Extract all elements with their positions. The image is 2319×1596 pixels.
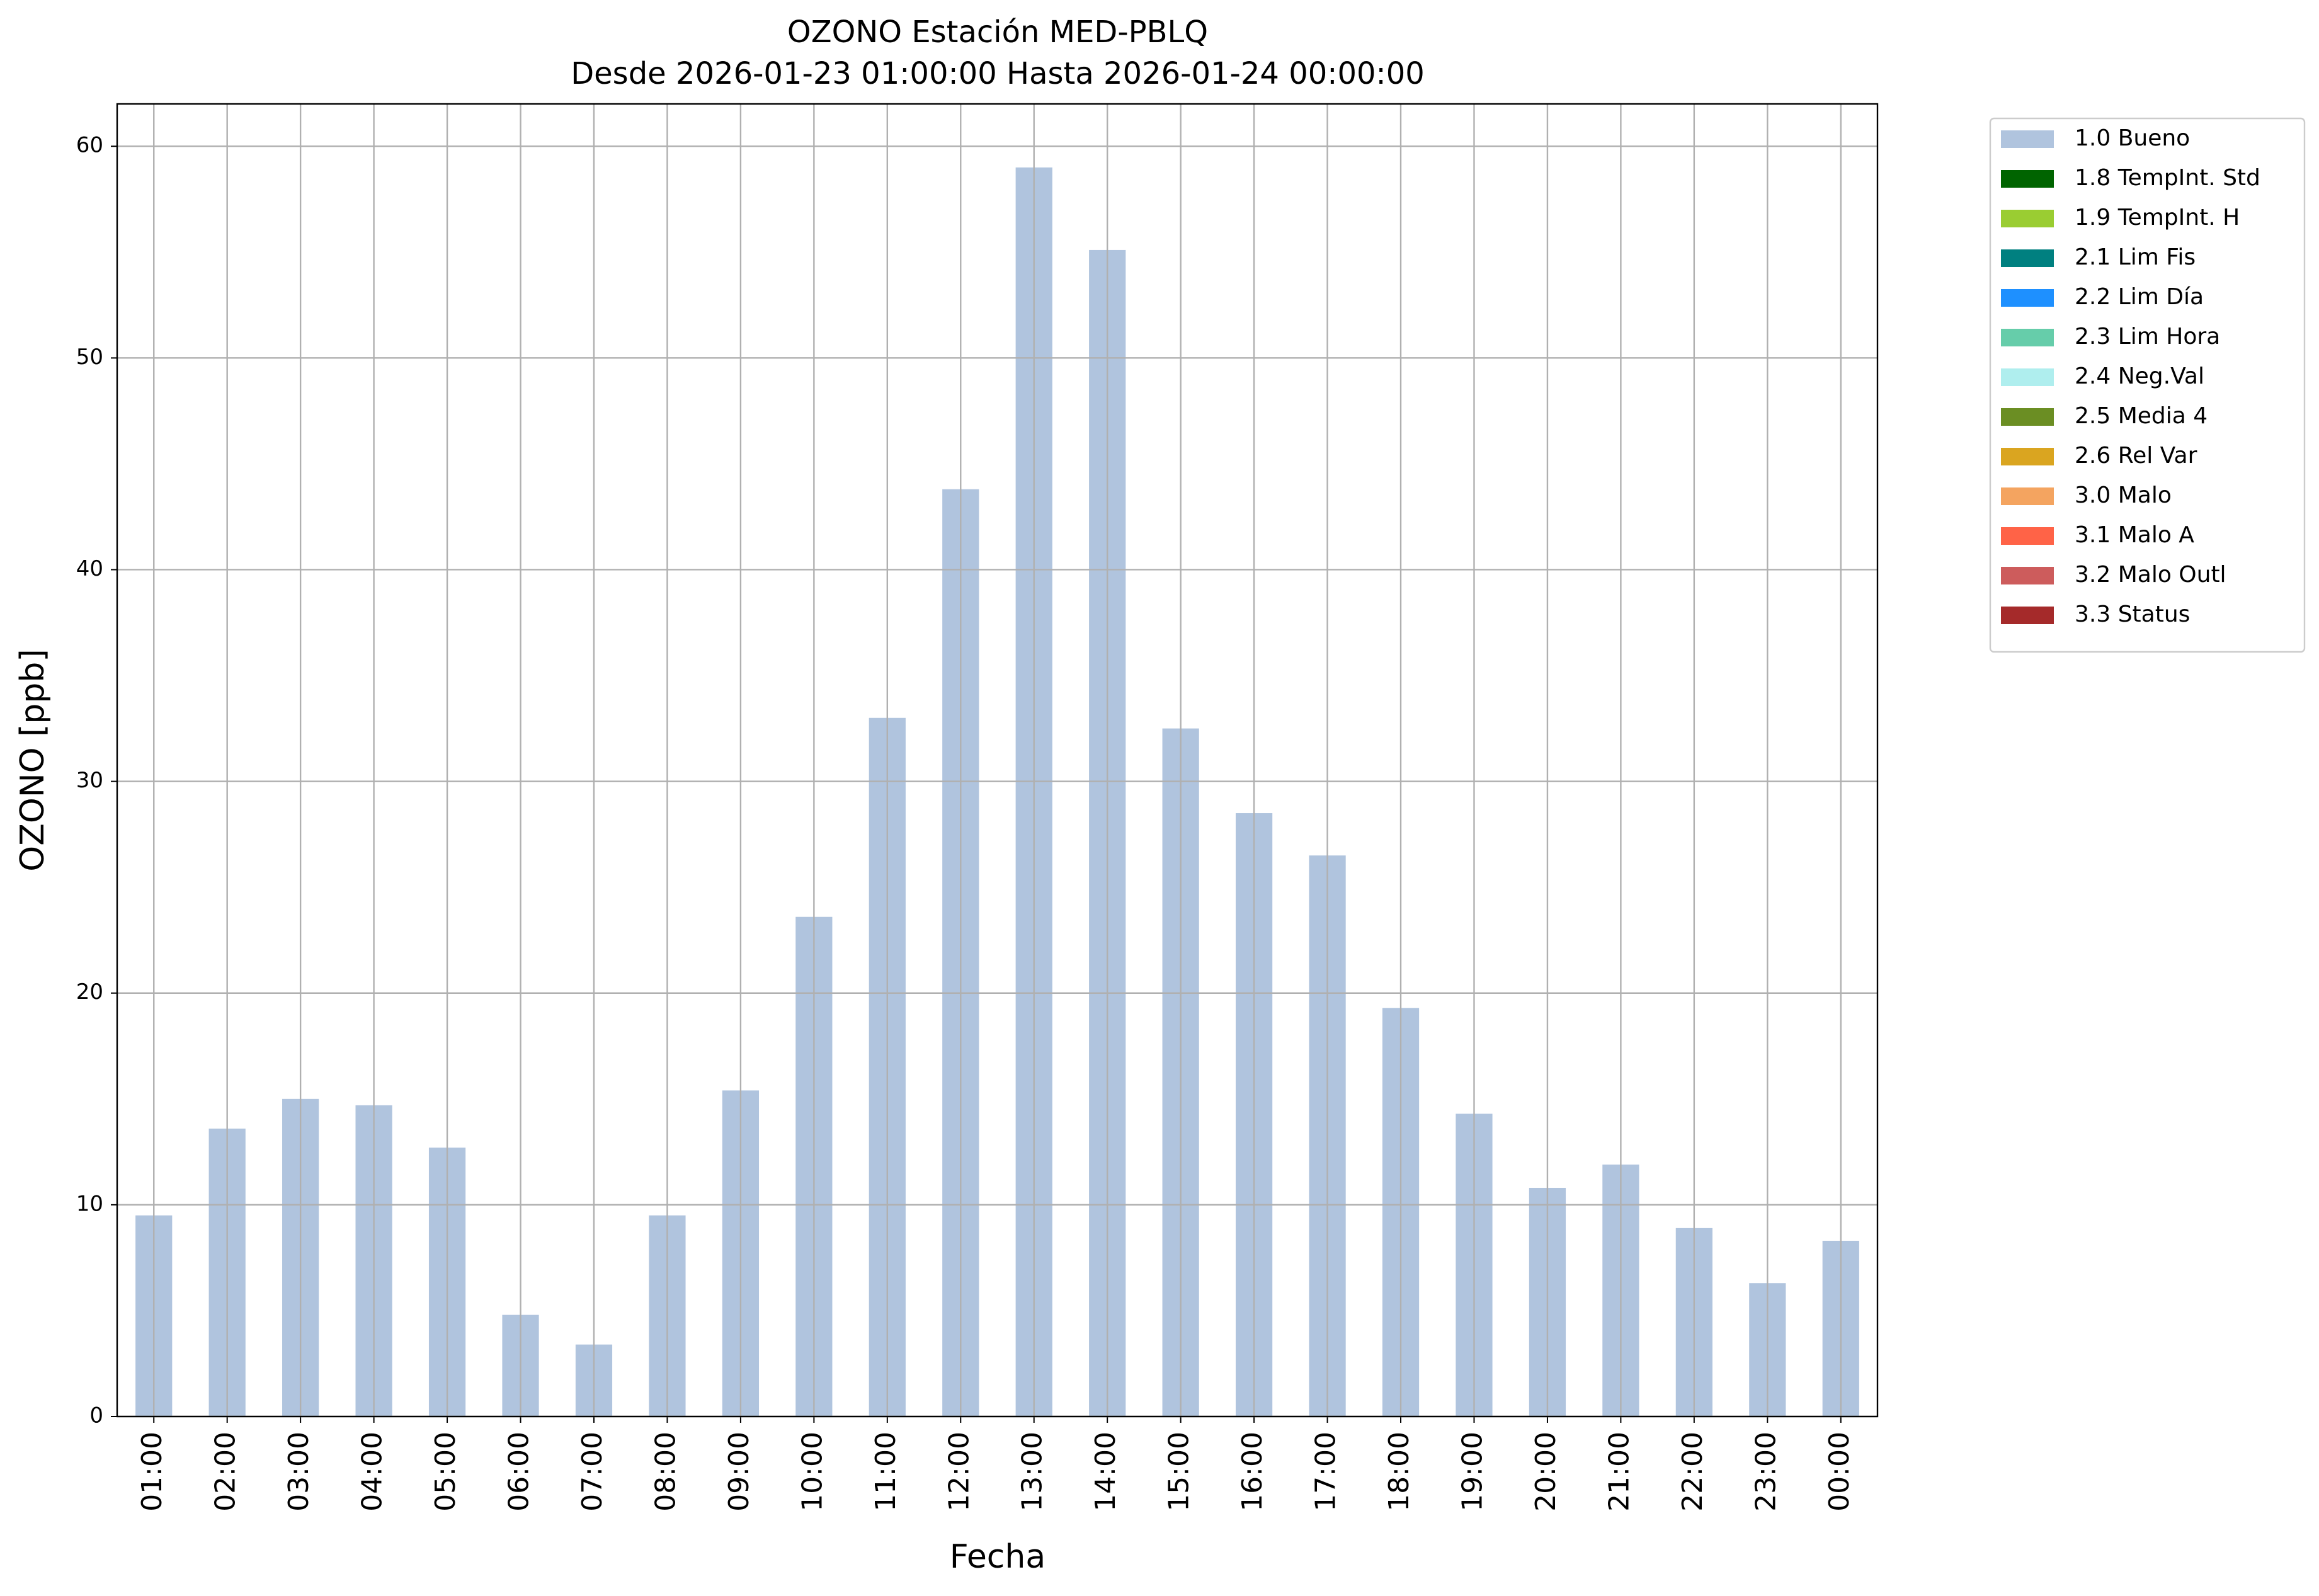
legend-label: 2.6 Rel Var — [2075, 443, 2197, 469]
x-tick-label: 02:00 — [210, 1432, 242, 1512]
x-tick-label: 20:00 — [1530, 1432, 1562, 1512]
legend-label: 1.0 Bueno — [2075, 125, 2190, 151]
x-tick-label: 11:00 — [870, 1432, 902, 1512]
y-tick-label: 0 — [89, 1403, 103, 1428]
legend-swatch — [2001, 329, 2054, 346]
chart-subtitle: Desde 2026-01-23 01:00:00 Hasta 2026-01-… — [571, 56, 1425, 91]
legend-swatch — [2001, 487, 2054, 505]
legend-label: 1.8 TempInt. Std — [2075, 165, 2260, 191]
x-tick-label: 12:00 — [943, 1432, 975, 1512]
legend-box — [1989, 117, 2306, 653]
y-tick-label: 50 — [76, 345, 103, 370]
x-tick-label: 17:00 — [1310, 1432, 1342, 1512]
x-tick-label: 07:00 — [576, 1432, 608, 1512]
x-tick-label: 10:00 — [796, 1432, 828, 1512]
x-tick-label: 16:00 — [1236, 1432, 1268, 1512]
legend-label: 3.3 Status — [2075, 601, 2190, 627]
plot-frame — [116, 103, 1879, 1418]
legend-label: 3.2 Malo Outl — [2075, 562, 2226, 588]
x-axis-label: Fecha — [950, 1538, 1046, 1576]
legend-label: 2.2 Lim Día — [2075, 284, 2204, 310]
legend-label: 3.1 Malo A — [2075, 522, 2194, 548]
chart-title: OZONO Estación MED-PBLQ — [787, 14, 1208, 50]
legend-swatch — [2001, 448, 2054, 465]
y-axis-label: OZONO [ppb] — [14, 649, 52, 871]
y-tick-label: 30 — [76, 768, 103, 793]
y-tick-label: 10 — [76, 1191, 103, 1216]
legend-swatch — [2001, 289, 2054, 307]
legend-swatch — [2001, 368, 2054, 386]
x-tick-label: 04:00 — [356, 1432, 389, 1512]
x-tick-label: 23:00 — [1750, 1432, 1782, 1512]
x-tick-label: 18:00 — [1383, 1432, 1415, 1512]
y-tick-label: 20 — [76, 979, 103, 1005]
legend-label: 1.9 TempInt. H — [2075, 205, 2240, 231]
legend-swatch — [2001, 249, 2054, 267]
x-tick-label: 08:00 — [649, 1432, 681, 1512]
legend-label: 2.1 Lim Fis — [2075, 244, 2196, 270]
legend-swatch — [2001, 408, 2054, 426]
legend-swatch — [2001, 170, 2054, 188]
x-tick-label: 14:00 — [1090, 1432, 1122, 1512]
legend-swatch — [2001, 210, 2054, 227]
y-tick-label: 60 — [76, 133, 103, 158]
x-tick-label: 06:00 — [503, 1432, 535, 1512]
x-tick-label: 19:00 — [1456, 1432, 1488, 1512]
x-tick-label: 03:00 — [283, 1432, 315, 1512]
legend-swatch — [2001, 607, 2054, 624]
x-tick-label: 15:00 — [1163, 1432, 1195, 1512]
legend-label: 2.5 Media 4 — [2075, 403, 2208, 429]
legend-swatch — [2001, 527, 2054, 545]
legend-label: 3.0 Malo — [2075, 482, 2172, 508]
legend-swatch — [2001, 567, 2054, 584]
legend-label: 2.3 Lim Hora — [2075, 324, 2220, 350]
x-tick-label: 13:00 — [1017, 1432, 1049, 1512]
x-tick-label: 22:00 — [1677, 1432, 1709, 1512]
x-tick-label: 01:00 — [136, 1432, 168, 1512]
y-tick-label: 40 — [76, 556, 103, 581]
x-tick-label: 05:00 — [430, 1432, 462, 1512]
x-tick-label: 00:00 — [1823, 1432, 1855, 1512]
legend-swatch — [2001, 130, 2054, 148]
x-tick-label: 21:00 — [1603, 1432, 1635, 1512]
legend-label: 2.4 Neg.Val — [2075, 363, 2204, 389]
x-tick-label: 09:00 — [723, 1432, 755, 1512]
bars — [135, 167, 1859, 1416]
